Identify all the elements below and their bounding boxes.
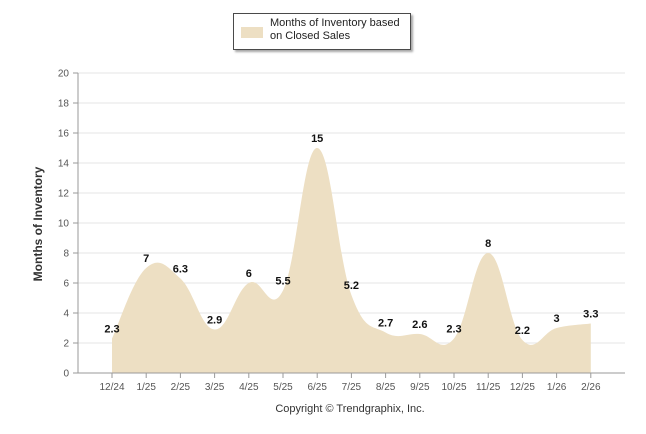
x-tick-label: 7/25: [342, 382, 362, 393]
x-tick-label: 8/25: [376, 382, 396, 393]
x-tick-label: 2/26: [581, 382, 601, 393]
data-label: 5.5: [275, 276, 290, 288]
copyright-text: Copyright © Trendgraphix, Inc.: [275, 403, 425, 415]
data-label: 2.7: [378, 318, 393, 330]
x-tick-label: 2/25: [171, 382, 191, 393]
x-tick-label: 10/25: [441, 382, 466, 393]
x-tick-label: 11/25: [476, 382, 501, 393]
data-labels: 2.3 7 6.3 2.9 6 5.5 15 5.2 2.7 2.6 2.3 8 2.2 3 3.3: [104, 133, 598, 337]
data-label: 15: [311, 133, 323, 145]
data-label: 2.2: [515, 325, 530, 337]
x-tick-label: 1/25: [136, 382, 156, 393]
legend-label-line1: Months of Inventory based: [270, 17, 400, 29]
y-axis-ticks: 0 2 4 6 8 10 12 14 16 18 20: [58, 69, 70, 380]
data-label: 3: [554, 313, 560, 325]
legend[interactable]: Months of Inventory based on Closed Sale…: [233, 13, 411, 50]
y-axis-title: Months of Inventory: [31, 166, 45, 281]
x-tick-label: 1/26: [547, 382, 567, 393]
y-tick-label: 8: [63, 249, 69, 260]
data-label: 5.2: [344, 280, 359, 292]
y-tick-label: 14: [58, 159, 70, 170]
area-fill: [112, 147, 591, 373]
axes: [73, 72, 625, 378]
area-series: [112, 147, 591, 373]
data-label: 2.6: [412, 319, 427, 331]
x-tick-label: 3/25: [205, 382, 225, 393]
y-tick-label: 10: [58, 219, 70, 230]
x-axis-ticks: 12/24 1/25 2/25 3/25 4/25 5/25 6/25 7/25 8/25 9/2…: [99, 382, 600, 393]
x-tick-label: 6/25: [307, 382, 327, 393]
legend-label: Months of Inventory based on Closed Sale…: [270, 17, 410, 43]
y-tick-label: 6: [63, 279, 69, 290]
y-tick-label: 4: [63, 309, 69, 320]
x-tick-label: 12/24: [99, 382, 124, 393]
data-label: 2.9: [207, 315, 222, 327]
legend-swatch: [241, 27, 263, 38]
x-tick-label: 5/25: [273, 382, 293, 393]
y-tick-label: 20: [58, 69, 70, 80]
y-tick-label: 12: [58, 189, 70, 200]
x-tick-label: 4/25: [239, 382, 259, 393]
legend-label-line2: on Closed Sales: [270, 30, 351, 42]
data-label: 3.3: [583, 309, 598, 321]
data-label: 6: [246, 268, 252, 280]
data-label: 7: [143, 253, 149, 265]
y-tick-label: 16: [58, 129, 70, 140]
y-tick-label: 18: [58, 99, 70, 110]
data-label: 6.3: [173, 264, 188, 276]
data-label: 2.3: [446, 324, 461, 336]
y-tick-label: 2: [63, 339, 69, 350]
data-label: 8: [485, 238, 491, 250]
x-tick-label: 12/25: [510, 382, 535, 393]
data-label: 2.3: [104, 324, 119, 336]
x-tick-label: 9/25: [410, 382, 430, 393]
y-tick-label: 0: [63, 369, 69, 380]
